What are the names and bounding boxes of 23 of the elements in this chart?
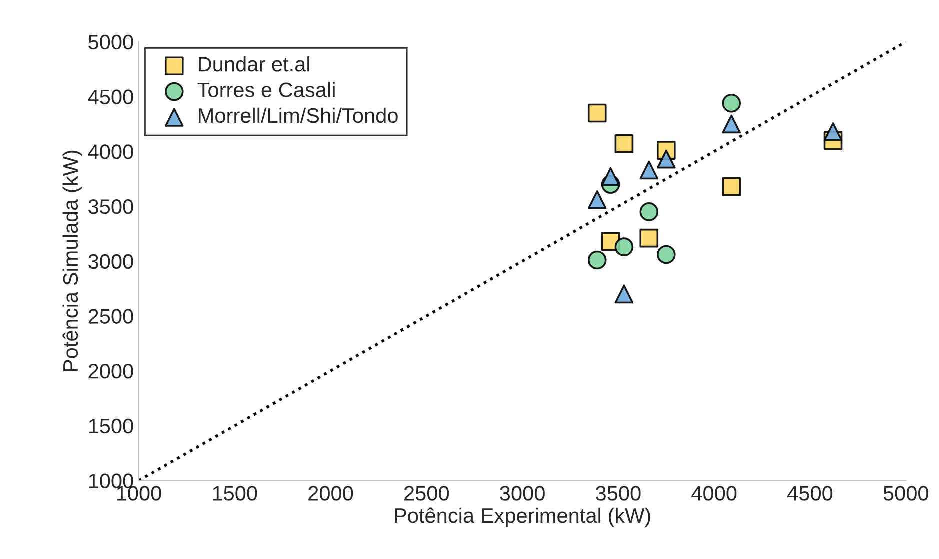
x-tick-label: 4000 (692, 486, 737, 501)
x-tick-label: 2000 (308, 486, 354, 501)
x-tick-label: 1000 (117, 486, 162, 501)
y-tick-label: 2000 (88, 364, 134, 379)
y-tick-label: 1500 (89, 418, 134, 434)
x-tick-label: 4500 (788, 486, 833, 501)
y-tick-label: 4000 (88, 144, 134, 160)
y-tick-label: 4500 (88, 90, 134, 105)
legend-label: Torres e Casali (198, 82, 335, 98)
y-tick-label: 5000 (88, 34, 134, 50)
legend-label: Dundar et.al (199, 56, 310, 72)
x-tick-label: 5000 (884, 486, 928, 501)
x-tick-label: 2500 (404, 486, 450, 501)
x-tick-label: 3000 (500, 486, 545, 501)
legend-label: Morrell/Lim/Shi/Tondo (199, 108, 398, 124)
y-tick-label: 3500 (88, 199, 134, 214)
x-tick-label: 3500 (596, 486, 641, 501)
y-tick-label: 1000 (89, 474, 134, 488)
x-axis-title: Potência Experimental (kW) (395, 508, 650, 528)
y-axis-title: Potência Simulada (kW) (62, 150, 82, 372)
y-tick-label: 2500 (88, 309, 134, 324)
y-tick-label: 3000 (88, 254, 134, 270)
x-tick-label: 1500 (213, 486, 258, 501)
